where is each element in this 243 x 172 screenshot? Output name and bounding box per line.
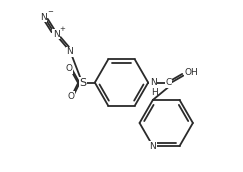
Text: N: N	[53, 30, 60, 39]
Text: N: N	[67, 47, 73, 56]
Text: C: C	[166, 78, 172, 87]
Text: +: +	[60, 26, 66, 32]
Text: −: −	[47, 9, 53, 15]
Text: N: N	[149, 142, 156, 150]
Text: N: N	[150, 78, 157, 87]
Text: S: S	[79, 78, 86, 88]
Text: O: O	[66, 64, 73, 73]
Text: OH: OH	[184, 68, 198, 77]
Text: O: O	[67, 92, 74, 101]
Text: N: N	[40, 13, 47, 22]
Text: H: H	[151, 88, 157, 96]
